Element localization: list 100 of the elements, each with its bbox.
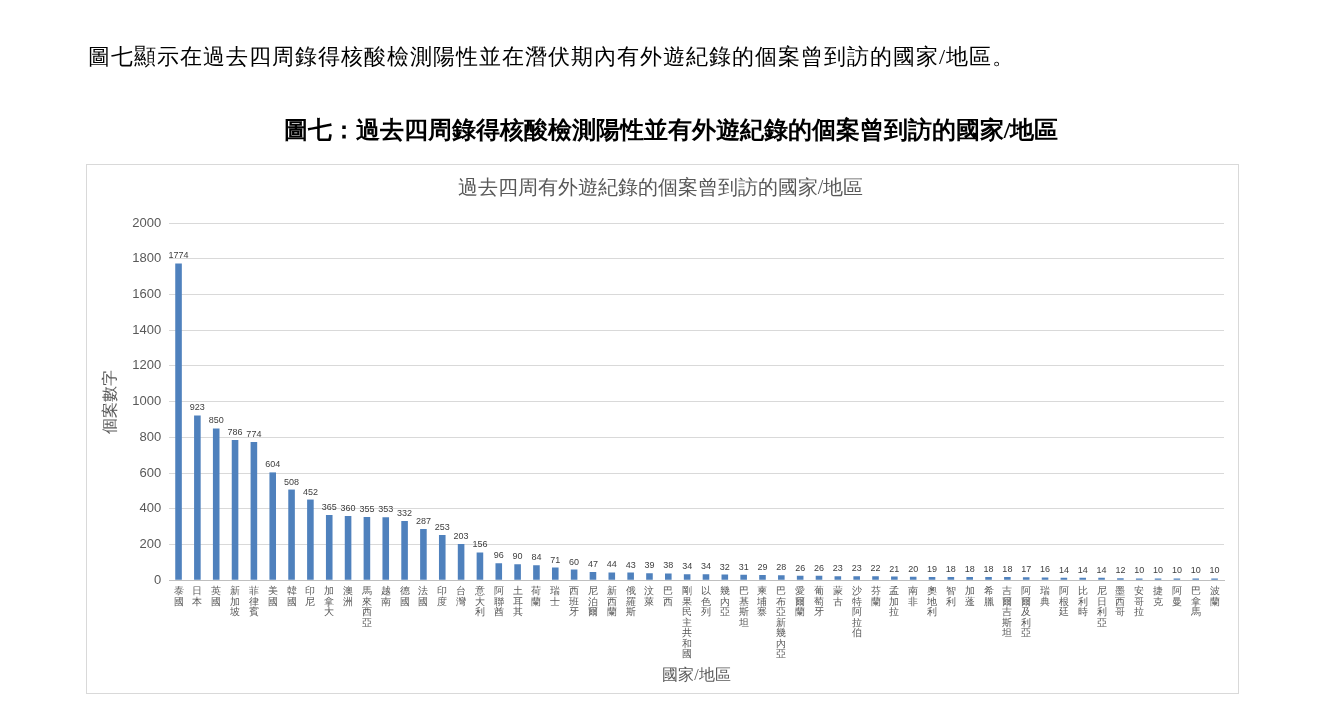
data-label: 18	[1002, 564, 1013, 575]
x-tick-label: 巴西	[663, 585, 674, 607]
bar	[401, 520, 408, 580]
x-tick-label: 法國	[418, 585, 429, 607]
data-label: 10	[1134, 565, 1145, 576]
data-label: 29	[757, 562, 768, 573]
y-tick-label: 0	[153, 571, 162, 587]
data-label: 18	[983, 564, 994, 575]
data-label: 287	[415, 516, 431, 527]
x-tick-label: 阿聯酋	[493, 585, 504, 618]
bar	[759, 575, 766, 580]
bar	[288, 489, 295, 580]
data-label: 14	[1077, 564, 1088, 575]
bar	[363, 516, 371, 580]
data-label: 17	[1021, 564, 1032, 575]
bar	[438, 535, 446, 580]
y-axis-title: 個案數字	[100, 369, 118, 434]
x-tick-label: 澳洲	[343, 585, 354, 607]
data-label: 21	[889, 563, 900, 574]
x-tick-label: 馬來西亞	[360, 585, 372, 628]
y-tick-label: 1600	[132, 286, 162, 302]
bar	[533, 565, 540, 580]
x-tick-label: 阿曼	[1171, 585, 1182, 607]
data-label: 71	[550, 554, 561, 565]
data-label: 39	[644, 560, 655, 571]
x-tick-label: 沙特阿拉伯	[851, 585, 862, 639]
data-label: 10	[1209, 565, 1220, 576]
x-tick-label: 台灣	[456, 585, 467, 607]
x-tick-label: 愛爾蘭	[795, 585, 806, 618]
x-tick-label: 德國	[399, 585, 410, 607]
bar	[495, 563, 503, 580]
x-tick-label: 幾內亞	[719, 585, 730, 618]
x-tick-label: 蒙古	[832, 585, 843, 607]
bar	[985, 577, 992, 580]
data-label: 332	[397, 507, 413, 518]
data-label: 452	[302, 486, 318, 497]
bar	[551, 567, 559, 580]
data-label: 96	[493, 550, 504, 561]
bar	[1004, 577, 1011, 580]
x-tick-label: 印尼	[305, 585, 316, 607]
data-label: 19	[927, 563, 938, 574]
data-label: 22	[870, 563, 881, 574]
bar	[175, 263, 182, 580]
data-label: 10	[1171, 565, 1182, 576]
bar	[212, 428, 220, 580]
x-tick-label: 意大利	[473, 585, 485, 618]
bar	[1098, 577, 1105, 580]
data-label: 43	[625, 559, 636, 570]
bar	[646, 573, 653, 580]
bar	[909, 576, 917, 580]
x-tick-label: 孟加拉	[889, 585, 900, 618]
bar	[853, 576, 860, 580]
bar	[1079, 577, 1087, 580]
data-label: 10	[1153, 565, 1164, 576]
bar	[966, 577, 973, 580]
y-tick-label: 1800	[132, 250, 162, 266]
x-tick-label: 越南	[380, 585, 391, 607]
x-axis-title: 國家/地區	[662, 665, 731, 683]
bar	[269, 472, 277, 580]
x-tick-label: 泰國	[173, 585, 184, 607]
y-tick-label: 1200	[132, 357, 162, 373]
x-tick-label: 新加坡	[229, 585, 241, 618]
bar	[928, 576, 936, 580]
bar	[665, 573, 672, 580]
bar	[344, 515, 352, 580]
x-tick-label: 阿根廷	[1057, 585, 1069, 618]
x-tick-label: 韓國	[286, 585, 297, 607]
data-label: 253	[434, 522, 450, 533]
data-label: 26	[795, 562, 806, 573]
x-tick-label: 土耳其	[512, 585, 523, 618]
x-tick-label: 吉爾吉斯坦	[1001, 585, 1013, 639]
data-label: 18	[964, 564, 975, 575]
y-tick-label: 2000	[132, 214, 162, 230]
x-tick-label: 菲律賓	[248, 585, 259, 618]
x-tick-label: 瑞典	[1040, 585, 1051, 607]
data-label: 604	[265, 459, 281, 470]
x-tick-label: 阿爾及利亞	[1021, 585, 1032, 639]
data-label: 14	[1058, 564, 1069, 575]
chart-subtitle: 過去四周有外遊紀錄的個案曾到訪的國家/地區	[457, 176, 864, 199]
data-label: 26	[813, 562, 825, 573]
x-tick-label: 日本	[192, 585, 203, 607]
data-label: 84	[531, 552, 542, 563]
data-label: 156	[472, 539, 488, 550]
bar	[589, 571, 597, 580]
data-label: 353	[378, 504, 394, 515]
bar	[740, 574, 747, 580]
x-tick-label: 巴拿馬	[1189, 585, 1201, 618]
text: 圖七顯示在過去四周錄得核酸檢測陽性並在潛伏期內有外遊紀錄的個案曾到訪的國家/地區。	[88, 43, 1016, 71]
data-label: 23	[851, 563, 862, 574]
x-tick-label: 芬蘭	[870, 585, 881, 607]
x-tick-label: 葡萄牙	[814, 585, 824, 618]
y-tick-label: 600	[139, 464, 162, 480]
x-tick-label: 比利時	[1077, 585, 1088, 618]
data-label: 360	[340, 502, 356, 513]
bar	[457, 544, 465, 580]
x-tick-label: 波蘭	[1209, 585, 1220, 607]
x-tick-label: 捷克	[1153, 585, 1164, 607]
data-label: 774	[246, 429, 262, 440]
data-label: 203	[453, 531, 469, 542]
x-tick-label: 巴基斯坦	[737, 585, 749, 628]
